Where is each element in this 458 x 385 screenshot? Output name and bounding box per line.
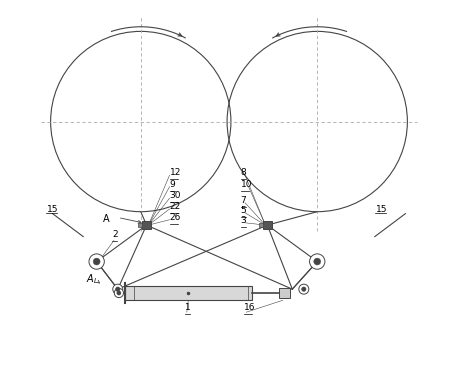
Text: 30: 30 (169, 191, 181, 200)
Bar (142, 221, 151, 229)
Bar (258, 223, 263, 227)
Bar (138, 223, 142, 227)
Bar (125, 286, 252, 300)
Circle shape (115, 287, 120, 291)
Circle shape (113, 284, 123, 294)
Bar (263, 221, 272, 229)
Text: $A_L$: $A_L$ (86, 272, 99, 286)
Text: 1: 1 (185, 303, 191, 312)
Text: 26: 26 (169, 213, 181, 222)
Circle shape (310, 254, 325, 269)
Text: A: A (103, 214, 109, 224)
Circle shape (299, 284, 309, 294)
Text: 16: 16 (244, 303, 255, 312)
Text: 3: 3 (240, 216, 246, 225)
Circle shape (93, 258, 100, 265)
Text: 15: 15 (376, 205, 387, 214)
Text: 12: 12 (169, 168, 181, 177)
Text: 22: 22 (169, 202, 181, 211)
Text: 5: 5 (240, 206, 246, 215)
Text: 7: 7 (240, 196, 246, 205)
Bar (279, 288, 290, 298)
Text: 9: 9 (169, 180, 175, 189)
Text: 2: 2 (112, 230, 118, 239)
Circle shape (114, 288, 124, 298)
Text: 10: 10 (240, 180, 252, 189)
Circle shape (89, 254, 104, 269)
Text: 8: 8 (240, 168, 246, 177)
Circle shape (117, 291, 121, 295)
Text: 15: 15 (47, 205, 58, 214)
Circle shape (314, 258, 321, 265)
Circle shape (301, 287, 306, 291)
